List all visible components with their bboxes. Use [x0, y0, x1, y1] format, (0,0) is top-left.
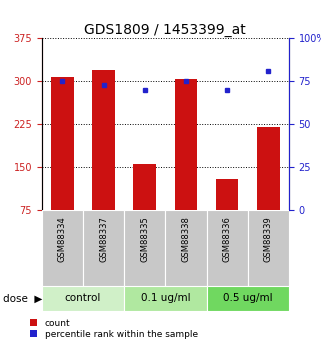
Title: GDS1809 / 1453399_at: GDS1809 / 1453399_at [84, 23, 246, 37]
Text: control: control [65, 294, 101, 303]
Bar [165, 210, 206, 286]
Text: GSM88335: GSM88335 [140, 217, 149, 262]
Bar [124, 286, 206, 310]
Bar [42, 286, 124, 310]
Bar [175, 79, 197, 210]
Bar [206, 286, 289, 310]
Text: dose  ▶: dose ▶ [3, 294, 43, 303]
Text: GSM88339: GSM88339 [264, 217, 273, 262]
Bar [257, 127, 280, 210]
Bar [92, 70, 115, 210]
Legend: count, percentile rank within the sample: count, percentile rank within the sample [30, 319, 198, 339]
Bar [124, 210, 165, 286]
Bar [42, 210, 83, 286]
Bar [206, 210, 248, 286]
Text: GSM88338: GSM88338 [181, 217, 190, 263]
Bar [83, 210, 124, 286]
Bar [134, 165, 156, 210]
Text: 0.1 ug/ml: 0.1 ug/ml [141, 294, 190, 303]
Bar [216, 179, 239, 210]
Text: GSM88337: GSM88337 [99, 217, 108, 263]
Text: GSM88334: GSM88334 [58, 217, 67, 262]
Bar [51, 77, 74, 210]
Bar [248, 210, 289, 286]
Text: 0.5 ug/ml: 0.5 ug/ml [223, 294, 273, 303]
Text: GSM88336: GSM88336 [222, 217, 232, 263]
